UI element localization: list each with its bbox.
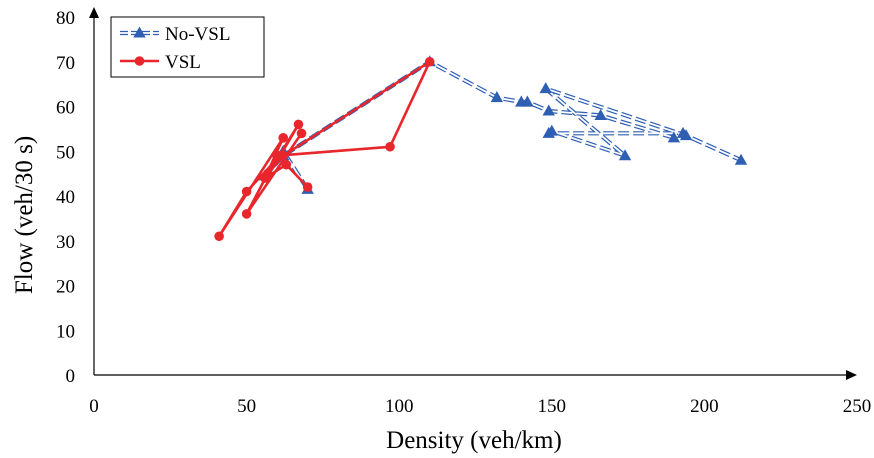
data-point	[385, 141, 395, 152]
legend: No-VSL VSL	[110, 16, 265, 78]
legend-items: No-VSL VSL	[120, 24, 230, 73]
data-point	[296, 128, 307, 139]
legend-item: No-VSL	[120, 24, 230, 45]
legend-label: No-VSL	[165, 24, 230, 45]
data-point	[263, 168, 273, 179]
y-tick-label: 70	[56, 53, 75, 74]
x-tick-label: 50	[237, 396, 256, 417]
y-tick-label: 0	[66, 366, 76, 387]
y-tick-label: 50	[56, 142, 75, 163]
data-point	[241, 186, 252, 197]
legend-label: VSL	[165, 52, 201, 73]
series-line	[262, 59, 742, 191]
y-axis-title: Flow (veh/30 s)	[11, 136, 38, 294]
x-tick-label: 0	[89, 396, 99, 417]
legend-marker	[134, 56, 145, 66]
x-tick-label: 100	[385, 396, 414, 417]
data-point	[667, 131, 681, 143]
data-point	[521, 95, 534, 107]
y-axis-arrow	[89, 7, 99, 18]
legend-marker	[133, 26, 146, 38]
data-point	[539, 82, 552, 94]
data-point	[293, 119, 304, 130]
data-point	[490, 91, 504, 103]
data-point	[214, 231, 224, 242]
tick-labels: 0 50 100 150 200 250 0 10 20 30 40 50 60 70 80	[56, 8, 871, 417]
x-tick-label: 200	[690, 396, 719, 417]
data-point	[272, 150, 282, 161]
data-point	[281, 159, 292, 170]
data-point	[278, 133, 289, 143]
data-point	[734, 153, 748, 165]
data-point	[542, 104, 555, 116]
x-axis-arrow	[846, 370, 857, 380]
legend-box	[110, 16, 265, 78]
data-point	[424, 56, 435, 67]
axes	[89, 7, 857, 380]
series-vsl	[214, 56, 435, 242]
y-tick-label: 30	[56, 232, 75, 253]
y-tick-label: 10	[56, 321, 75, 342]
data-point	[679, 129, 693, 141]
data-point	[545, 124, 558, 136]
data-point	[302, 182, 313, 192]
data-point	[618, 149, 632, 161]
y-tick-label: 40	[56, 187, 75, 208]
data-point	[594, 108, 607, 120]
y-tick-label: 80	[56, 8, 75, 29]
series-line	[217, 60, 431, 238]
x-tick-label: 150	[538, 396, 567, 417]
x-axis-title: Density (veh/km)	[386, 427, 562, 454]
series-line-inner	[264, 60, 742, 190]
data-point	[241, 209, 252, 219]
x-tick-label: 250	[843, 396, 872, 417]
y-tick-label: 20	[56, 277, 75, 298]
series-layer	[214, 55, 748, 242]
legend-item: VSL	[120, 52, 201, 73]
y-tick-label: 60	[56, 98, 75, 119]
